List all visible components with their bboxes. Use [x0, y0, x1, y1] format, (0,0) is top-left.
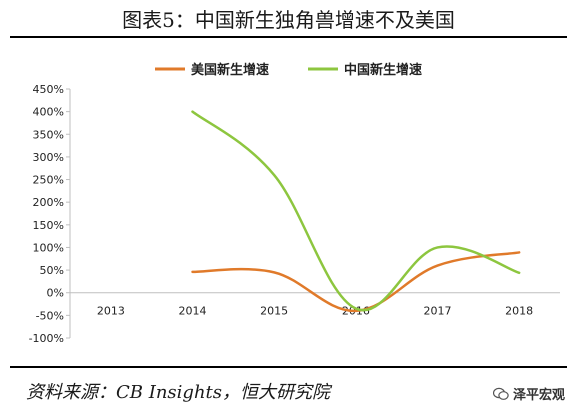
y-tick-label: 300% [33, 151, 64, 164]
y-tick-label: -100% [29, 332, 64, 345]
wechat-icon [492, 387, 509, 400]
line-chart: 美国新生增速 中国新生增速 -100% -50% 0% 50% 100% 150% 200% 2… [29, 62, 560, 345]
y-tick-label: 0% [47, 287, 64, 300]
y-tick-label: 250% [33, 174, 64, 187]
y-tick-label: 350% [33, 128, 64, 141]
cn-growth-line [191, 110, 521, 312]
y-tick-label: 100% [33, 241, 64, 254]
x-axis: 2013 2014 2015 2016 2017 2018 [70, 292, 560, 318]
x-tick-label: 2013 [97, 305, 125, 318]
legend-item-cn-label: 中国新生增速 [344, 62, 422, 78]
legend-item-us-label: 美国新生增速 [191, 62, 269, 78]
x-tick-label: 2018 [505, 305, 533, 318]
publisher-name: 泽平宏观 [512, 388, 565, 403]
y-tick-label: -50% [36, 309, 64, 322]
title-divider [10, 36, 567, 38]
x-tick-label: 2014 [179, 305, 207, 318]
series-group [191, 110, 521, 313]
y-tick-label: 450% [33, 83, 64, 96]
y-axis: -100% -50% 0% 50% 100% 150% 200% 250% 300% 350% 40… [29, 83, 71, 345]
y-tick-label: 50% [40, 264, 64, 277]
x-tick-label: 2015 [260, 305, 288, 318]
source-divider [10, 366, 567, 368]
x-tick-label: 2017 [424, 305, 452, 318]
legend: 美国新生增速 中国新生增速 [155, 62, 422, 78]
y-tick-label: 400% [33, 106, 64, 119]
figure-title: 图表5：中国新生独角兽增速不及美国 [122, 8, 455, 32]
y-tick-label: 200% [33, 196, 64, 209]
y-tick-label: 150% [33, 219, 64, 232]
source-note: 资料来源：CB Insights，恒大研究院 [26, 382, 331, 403]
publisher-logo: 泽平宏观 [492, 384, 565, 403]
us-growth-line [191, 251, 521, 313]
